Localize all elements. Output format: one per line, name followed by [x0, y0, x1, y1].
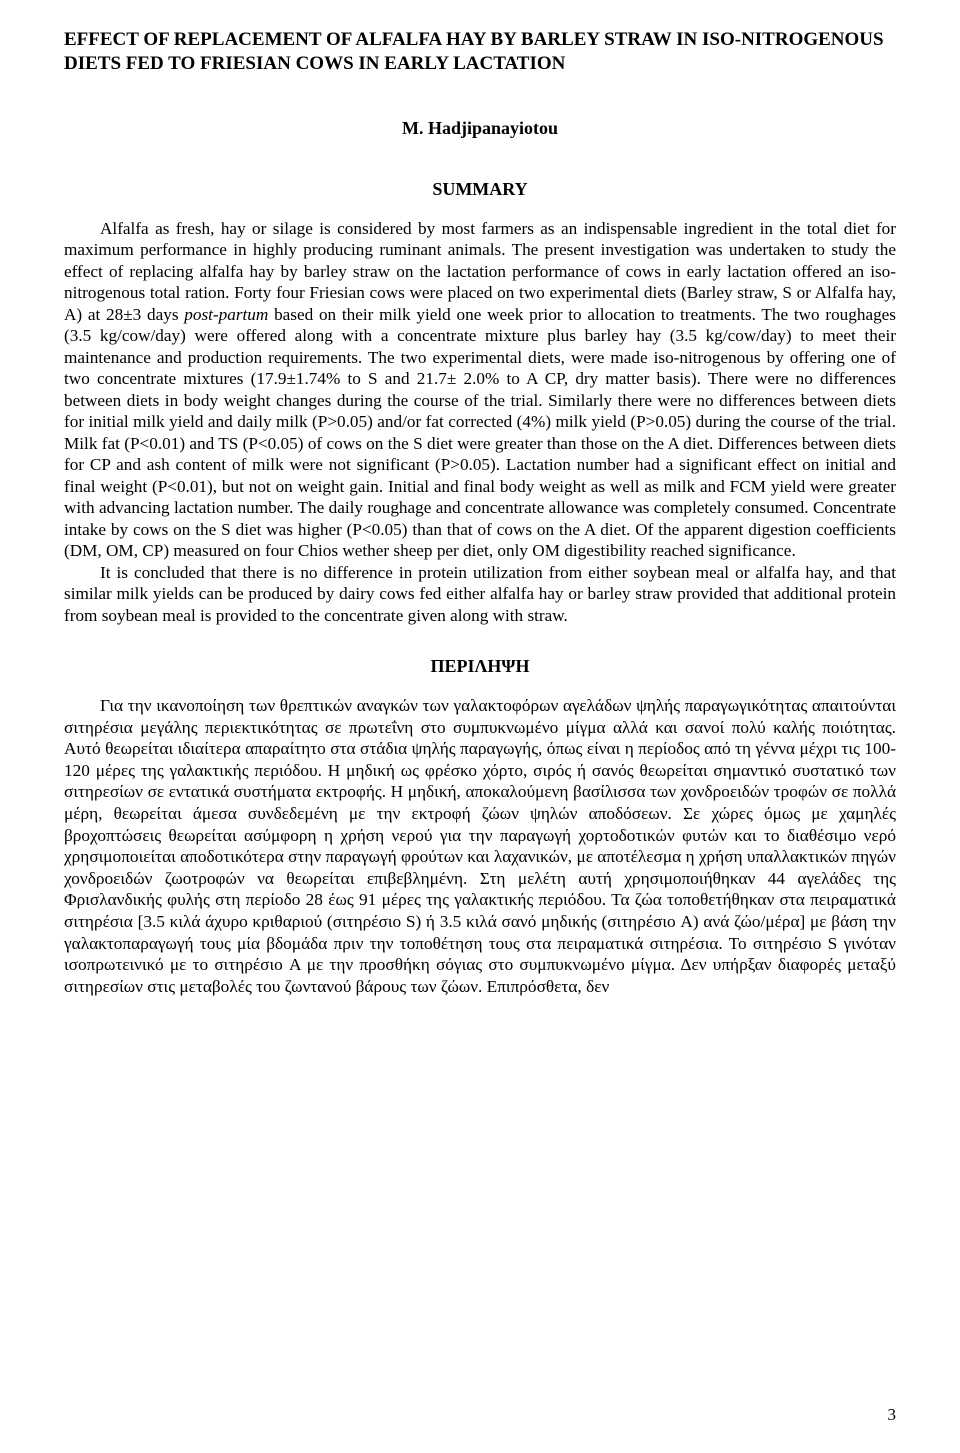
page-number: 3	[888, 1405, 897, 1425]
summary-p1-part-b: based on their milk yield one week prior…	[64, 305, 896, 561]
greek-paragraph-1: Για την ικανοποίηση των θρεπτικών αναγκώ…	[64, 695, 896, 998]
greek-summary-heading: ΠΕΡΙΛΗΨΗ	[64, 656, 896, 677]
summary-heading: SUMMARY	[64, 179, 896, 200]
summary-paragraph-2: It is concluded that there is no differe…	[64, 562, 896, 627]
summary-block: Alfalfa as fresh, hay or silage is consi…	[64, 218, 896, 627]
paper-title: EFFECT OF REPLACEMENT OF ALFALFA HAY BY …	[64, 28, 896, 76]
paper-author: M. Hadjipanayiotou	[64, 118, 896, 139]
summary-p1-italic: post-partum	[184, 305, 268, 324]
summary-paragraph-1: Alfalfa as fresh, hay or silage is consi…	[64, 218, 896, 562]
document-page: EFFECT OF REPLACEMENT OF ALFALFA HAY BY …	[0, 0, 960, 1453]
